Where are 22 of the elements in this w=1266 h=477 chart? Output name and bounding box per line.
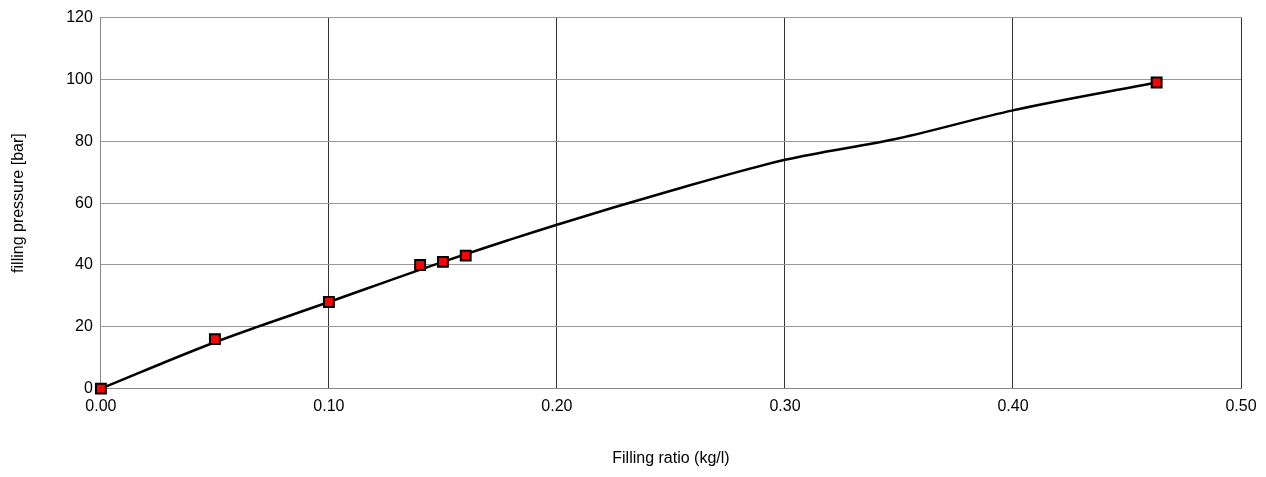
y-tick-label: 100: [66, 69, 93, 87]
y-tick-label: 20: [75, 317, 93, 335]
point: [1150, 76, 1163, 89]
point: [94, 382, 107, 395]
y-axis-title: filling pressure [bar]: [9, 133, 27, 273]
x-tick-label: 0.50: [1225, 396, 1257, 414]
x-tick-label: 0.30: [769, 396, 801, 414]
point: [322, 296, 335, 308]
x-tick-label: 0.20: [541, 396, 573, 414]
y-tick-label: 120: [66, 8, 93, 26]
y-tick-label: 60: [75, 193, 93, 211]
x-tick-label: 0.40: [997, 396, 1029, 414]
y-tick-label: 0: [83, 379, 93, 397]
x-tick-label: 0.00: [85, 396, 117, 414]
y-tick-label: 80: [75, 131, 93, 149]
y-tick-label: 40: [75, 255, 93, 273]
x-axis-title: Filling ratio (kg/l): [612, 448, 730, 466]
point: [414, 258, 427, 271]
point: [459, 249, 472, 262]
point: [436, 255, 449, 268]
x-tick-label: 0.10: [313, 396, 345, 414]
point: [208, 333, 221, 346]
